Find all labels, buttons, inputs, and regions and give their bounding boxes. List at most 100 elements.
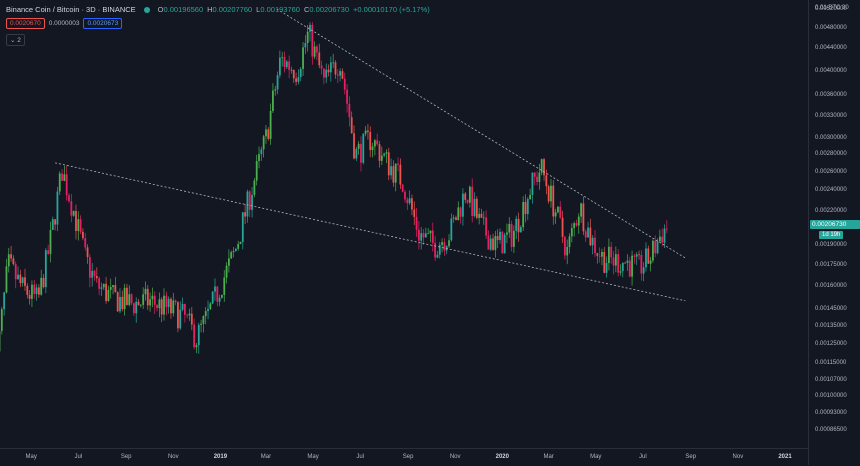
candle-body <box>464 194 466 200</box>
candle-body <box>439 245 441 255</box>
candle-body <box>216 286 218 301</box>
candle-body <box>45 250 47 287</box>
candle-body <box>135 302 137 313</box>
candle-body <box>263 136 265 149</box>
candle-body <box>427 233 429 234</box>
candle-body <box>274 89 276 90</box>
candle-body <box>379 144 381 161</box>
candle-body <box>348 104 350 117</box>
candle-body <box>91 271 93 278</box>
candle-body <box>587 228 589 238</box>
candle-body <box>518 219 520 232</box>
symbol-title[interactable]: Binance Coin / Bitcoin · 3D · BINANCE <box>6 5 136 14</box>
candle-body <box>124 288 126 309</box>
candle-body <box>279 58 281 76</box>
candle-body <box>244 212 246 216</box>
time-tick-label: Nov <box>450 454 461 460</box>
candle-body <box>196 345 198 347</box>
candle-body <box>63 174 65 181</box>
candle-body <box>108 290 110 301</box>
candle-body <box>344 79 346 90</box>
candle-body <box>411 198 413 209</box>
candle-body <box>142 294 144 305</box>
time-tick-label: Nov <box>733 454 744 460</box>
price-tick-label: 0.00160000 <box>815 283 847 289</box>
candle-body <box>353 133 355 158</box>
candle-body <box>471 187 473 216</box>
candle-body <box>105 284 107 301</box>
candle-body <box>402 185 404 192</box>
price-tick-label: 0.00220000 <box>815 208 847 214</box>
price-tick-label: 0.00175000 <box>815 262 847 268</box>
candle-body <box>314 46 316 56</box>
chart-pane[interactable]: Binance Coin / Bitcoin · 3D · BINANCE O0… <box>0 0 808 448</box>
candle-body <box>235 249 237 251</box>
candle-body <box>114 285 116 292</box>
candle-body <box>650 260 652 263</box>
indicators-toggle[interactable]: ⌄ 2 <box>6 34 25 46</box>
candle-body <box>499 232 501 240</box>
close-value: 0.00206730 <box>309 5 349 14</box>
candle-body <box>335 62 337 74</box>
candle-body <box>386 152 388 153</box>
candle-body <box>432 231 434 243</box>
candle-body <box>562 218 564 237</box>
candle-body <box>631 256 633 277</box>
candle-body <box>328 70 330 73</box>
interval-label: 3D <box>86 5 96 14</box>
candle-body <box>552 186 554 217</box>
candle-body <box>152 296 154 299</box>
candle-body <box>200 324 202 325</box>
candle-body <box>121 297 123 309</box>
candle-body <box>272 91 274 111</box>
candle-body <box>207 309 209 311</box>
buy-button[interactable]: 0.0020673 <box>83 18 122 29</box>
candle-body <box>260 149 262 154</box>
candle-body <box>532 173 534 195</box>
price-tick-label: 0.00100000 <box>815 393 847 399</box>
candle-body <box>617 254 619 273</box>
candle-body <box>404 192 406 200</box>
candle-body <box>318 53 320 66</box>
candle-body <box>13 258 15 264</box>
candle-body <box>94 271 96 276</box>
price-tick-label: 0.00145000 <box>815 306 847 312</box>
candle-body <box>520 227 522 232</box>
candle-body <box>383 154 385 156</box>
candle-body <box>198 325 200 345</box>
price-tick-label: 0.00480000 <box>815 25 847 31</box>
candle-body <box>474 199 476 216</box>
candle-body <box>358 144 360 149</box>
time-tick-label: Sep <box>685 454 696 460</box>
candle-body <box>311 25 313 57</box>
price-tick-label: 0.00086500 <box>815 427 847 433</box>
time-tick-label: Sep <box>121 454 132 460</box>
candle-body <box>559 207 561 218</box>
candle-body <box>557 207 559 213</box>
candle-body <box>267 129 269 139</box>
candle-body <box>96 276 98 278</box>
candle-body <box>214 286 216 291</box>
candle-body <box>443 242 445 250</box>
candle-body <box>223 278 225 295</box>
candle-body <box>19 275 21 283</box>
candle-body <box>15 264 17 279</box>
candle-body <box>112 285 114 287</box>
candle-body <box>77 219 79 231</box>
candle-body <box>270 111 272 139</box>
candle-body <box>606 263 608 273</box>
candle-body <box>418 230 420 241</box>
candle-body <box>203 316 205 324</box>
candlestick-chart[interactable] <box>0 0 808 448</box>
candle-body <box>596 253 598 256</box>
candle-body <box>497 236 499 240</box>
candle-body <box>57 191 59 224</box>
candle-body <box>221 295 223 298</box>
sell-button[interactable]: 0.0020670 <box>6 18 45 29</box>
candle-body <box>179 310 181 329</box>
candle-body <box>172 301 174 314</box>
candle-body <box>242 212 244 242</box>
candle-body <box>543 159 545 175</box>
